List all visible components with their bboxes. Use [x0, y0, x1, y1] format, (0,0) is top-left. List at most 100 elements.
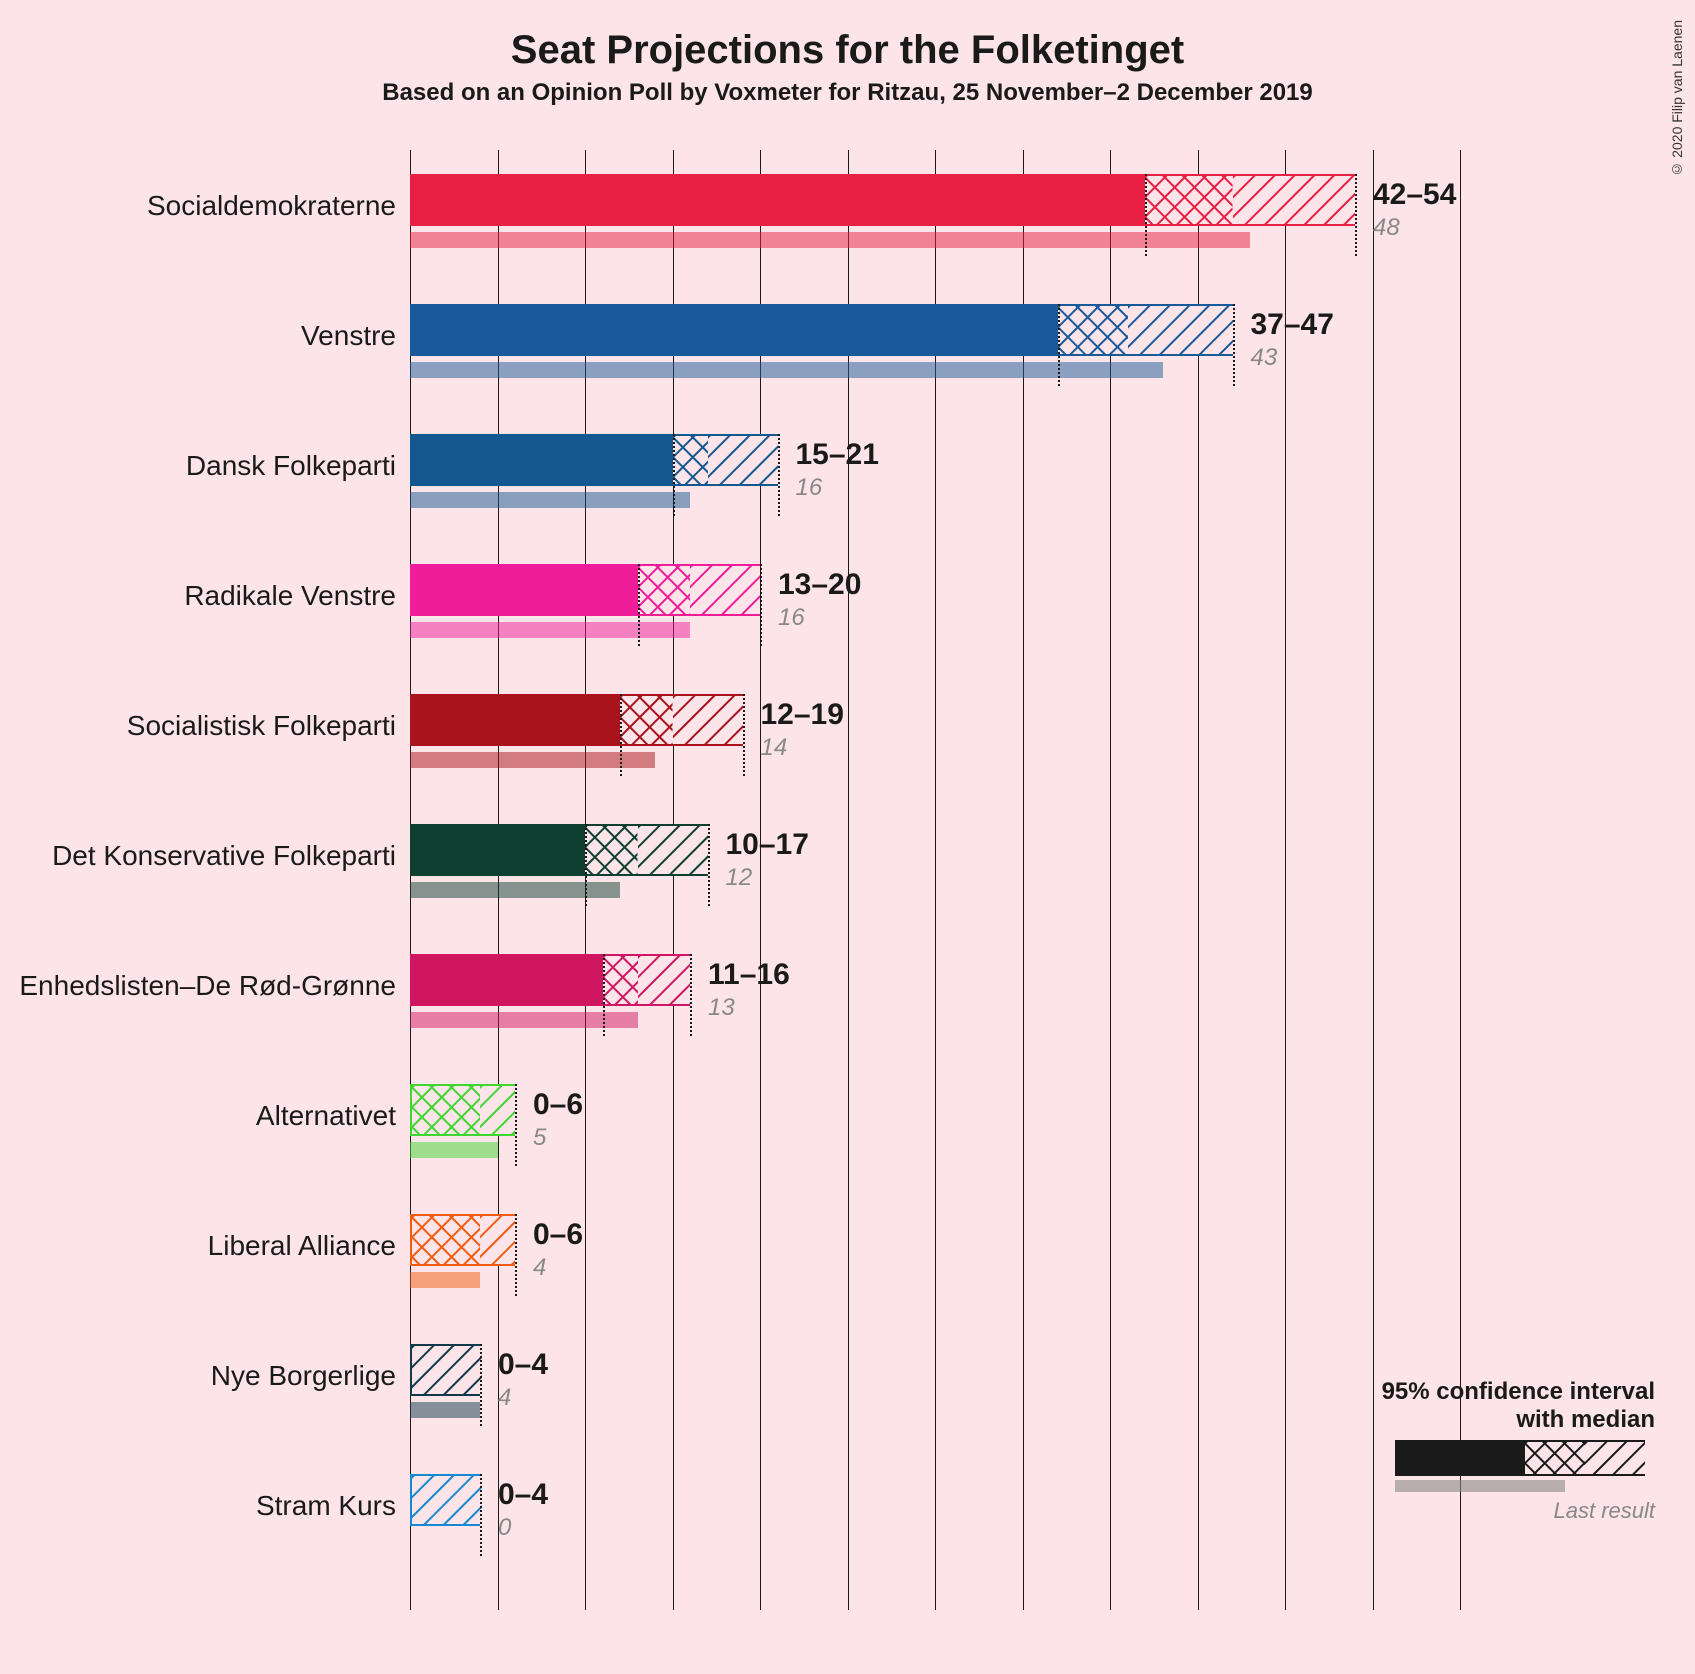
last-result-label: 5 — [533, 1124, 546, 1152]
party-row: Det Konservative Folkeparti10–1712 — [410, 810, 1610, 940]
range-label: 0–4 — [498, 1478, 548, 1512]
bar-crosshatch-segment — [410, 1084, 480, 1136]
ci-marker — [620, 694, 622, 776]
bar-diagonal-segment — [1128, 304, 1233, 356]
party-label: Enhedslisten–De Rød-Grønne — [19, 970, 396, 1002]
bar-solid-segment — [410, 174, 1145, 226]
last-result-bar — [410, 882, 620, 898]
bar-solid-segment — [410, 824, 585, 876]
bar-diagonal-segment — [1233, 174, 1356, 226]
ci-marker — [1145, 174, 1147, 256]
bar-crosshatch-segment — [673, 434, 708, 486]
party-row: Enhedslisten–De Rød-Grønne11–1613 — [410, 940, 1610, 1070]
legend-ci-label1: 95% confidence interval — [1382, 1378, 1655, 1406]
last-result-label: 48 — [1373, 214, 1400, 242]
party-row: Venstre37–4743 — [410, 290, 1610, 420]
last-result-bar — [410, 492, 690, 508]
last-result-label: 16 — [796, 474, 823, 502]
last-result-bar — [410, 1402, 480, 1418]
range-label: 11–16 — [708, 958, 790, 992]
bar-solid-segment — [410, 954, 603, 1006]
ci-marker — [480, 1474, 482, 1556]
ci-marker — [1058, 304, 1060, 386]
party-label: Socialistisk Folkeparti — [127, 710, 396, 742]
ci-marker — [708, 824, 710, 906]
ci-marker — [743, 694, 745, 776]
ci-marker — [515, 1084, 517, 1166]
legend-solid-segment — [1395, 1440, 1525, 1476]
last-result-label: 13 — [708, 994, 735, 1022]
party-row: Dansk Folkeparti15–2116 — [410, 420, 1610, 550]
range-label: 13–20 — [778, 568, 861, 602]
bar-diagonal-segment — [690, 564, 760, 616]
bar-diagonal-segment — [638, 954, 691, 1006]
legend-bar-sample — [1395, 1440, 1655, 1496]
bar-crosshatch-segment — [1145, 174, 1233, 226]
legend-last-result-label: Last result — [1382, 1498, 1655, 1524]
legend-ci-label2: with median — [1382, 1406, 1655, 1434]
bar-diagonal-segment — [410, 1344, 480, 1396]
ci-marker — [480, 1344, 482, 1426]
party-label: Liberal Alliance — [208, 1230, 396, 1262]
party-label: Radikale Venstre — [184, 580, 396, 612]
bar-crosshatch-segment — [410, 1214, 480, 1266]
range-label: 37–47 — [1251, 308, 1334, 342]
bar-crosshatch-segment — [620, 694, 673, 746]
legend: 95% confidence interval with median Last… — [1382, 1378, 1655, 1524]
legend-crosshatch-segment — [1525, 1440, 1585, 1476]
bar-crosshatch-segment — [638, 564, 691, 616]
last-result-label: 16 — [778, 604, 805, 632]
party-label: Alternativet — [256, 1100, 396, 1132]
range-label: 0–6 — [533, 1218, 583, 1252]
copyright-text: © 2020 Filip van Laenen — [1669, 20, 1685, 178]
bar-solid-segment — [410, 564, 638, 616]
range-label: 12–19 — [761, 698, 844, 732]
last-result-bar — [410, 622, 690, 638]
ci-marker — [603, 954, 605, 1036]
chart-title: Seat Projections for the Folketinget — [0, 0, 1695, 73]
party-row: Liberal Alliance0–64 — [410, 1200, 1610, 1330]
bar-diagonal-segment — [480, 1214, 515, 1266]
party-label: Stram Kurs — [256, 1490, 396, 1522]
ci-marker — [1233, 304, 1235, 386]
bar-crosshatch-segment — [1058, 304, 1128, 356]
bar-solid-segment — [410, 434, 673, 486]
last-result-label: 12 — [726, 864, 753, 892]
ci-marker — [778, 434, 780, 516]
last-result-label: 4 — [533, 1254, 546, 1282]
ci-marker — [673, 434, 675, 516]
range-label: 10–17 — [726, 828, 809, 862]
bar-diagonal-segment — [673, 694, 743, 746]
bar-crosshatch-segment — [585, 824, 638, 876]
party-row: Socialistisk Folkeparti12–1914 — [410, 680, 1610, 810]
party-row: Alternativet0–65 — [410, 1070, 1610, 1200]
party-label: Venstre — [301, 320, 396, 352]
legend-diagonal-segment — [1585, 1440, 1645, 1476]
bar-diagonal-segment — [638, 824, 708, 876]
bar-solid-segment — [410, 304, 1058, 356]
last-result-label: 43 — [1251, 344, 1278, 372]
last-result-bar — [410, 1272, 480, 1288]
party-row: Radikale Venstre13–2016 — [410, 550, 1610, 680]
bar-crosshatch-segment — [603, 954, 638, 1006]
bar-diagonal-segment — [708, 434, 778, 486]
ci-marker — [760, 564, 762, 646]
range-label: 0–4 — [498, 1348, 548, 1382]
party-label: Det Konservative Folkeparti — [52, 840, 396, 872]
last-result-bar — [410, 232, 1250, 248]
range-label: 42–54 — [1373, 178, 1456, 212]
legend-last-result-bar — [1395, 1480, 1565, 1492]
last-result-label: 0 — [498, 1514, 511, 1542]
ci-marker — [1355, 174, 1357, 256]
party-label: Socialdemokraterne — [147, 190, 396, 222]
bar-solid-segment — [410, 694, 620, 746]
last-result-label: 14 — [761, 734, 788, 762]
last-result-bar — [410, 362, 1163, 378]
ci-marker — [690, 954, 692, 1036]
chart-subtitle: Based on an Opinion Poll by Voxmeter for… — [0, 79, 1695, 107]
range-label: 15–21 — [796, 438, 879, 472]
last-result-bar — [410, 1142, 498, 1158]
ci-marker — [638, 564, 640, 646]
last-result-bar — [410, 752, 655, 768]
bar-diagonal-segment — [410, 1474, 480, 1526]
